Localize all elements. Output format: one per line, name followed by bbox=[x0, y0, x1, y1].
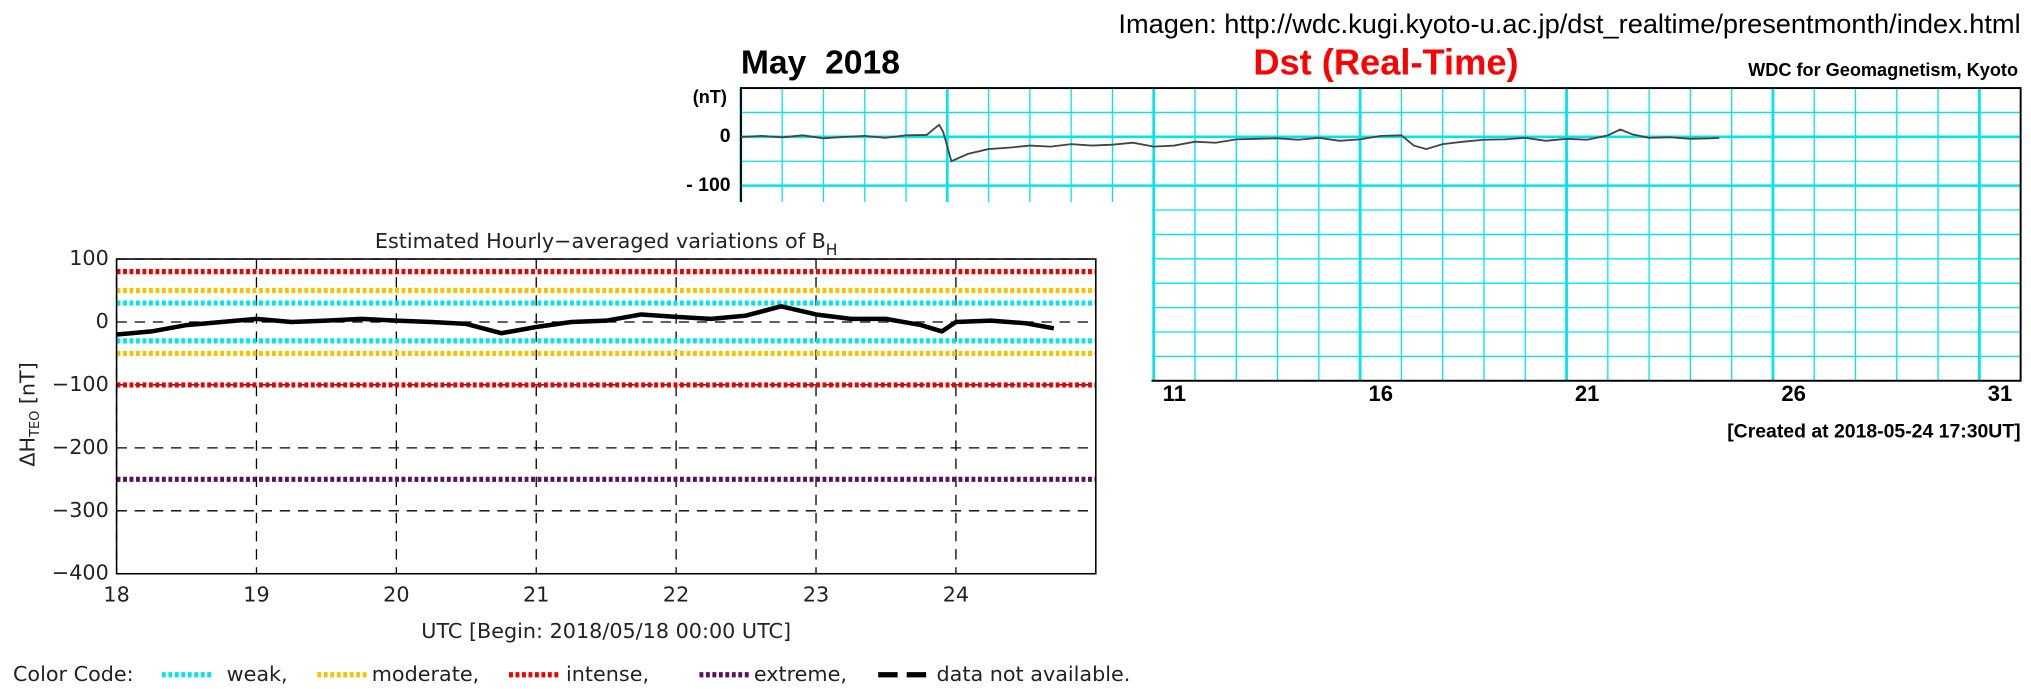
y-tick-label: 0 bbox=[96, 309, 109, 333]
legend-label: data not available. bbox=[936, 662, 1130, 686]
y-tick-label: −300 bbox=[52, 498, 109, 522]
x-tick-label: 22 bbox=[663, 583, 689, 607]
subtitle: WDC for Geomagnetism, Kyoto bbox=[1748, 60, 2018, 80]
legend-label: weak, bbox=[227, 662, 288, 686]
x-tick-label: 18 bbox=[103, 583, 129, 607]
ylabel: ΔH bbox=[15, 437, 39, 467]
y-axis-label: ΔHTEO [nT] bbox=[15, 362, 42, 466]
title: Estimated Hourly−averaged variations of … bbox=[375, 229, 826, 253]
x-axis-label: UTC [Begin: 2018/05/18 00:00 UTC] bbox=[421, 619, 791, 643]
x-tick-label: 11 bbox=[1163, 381, 1186, 406]
month-title: May 2018 bbox=[741, 45, 900, 82]
legend-label: intense, bbox=[566, 662, 649, 686]
footnote: [Created at 2018-05-24 17:30UT] bbox=[1727, 421, 2020, 443]
x-tick-label: 24 bbox=[943, 583, 969, 607]
legend-label: moderate, bbox=[372, 662, 479, 686]
y-tick-label: −100 bbox=[52, 372, 109, 396]
x-tick-label: 20 bbox=[383, 583, 409, 607]
variation-line bbox=[116, 304, 1055, 337]
plot-frame bbox=[115, 258, 1097, 575]
y-tick-label: −200 bbox=[52, 435, 109, 459]
y-tick-label: −400 bbox=[52, 561, 109, 585]
y-axis-label: (nT) bbox=[693, 87, 727, 107]
chart-title: Estimated Hourly−averaged variations of … bbox=[375, 229, 838, 258]
x-tick-label: 23 bbox=[803, 583, 829, 607]
y-tick-label: - 100 bbox=[686, 174, 730, 196]
legend-label: extreme, bbox=[754, 662, 847, 686]
title-subscript: H bbox=[826, 240, 838, 258]
y-tick-label: 0 bbox=[720, 125, 731, 147]
caption: Imagen: http://wdc.kugi.kyoto-u.ac.jp/ds… bbox=[1118, 8, 2020, 39]
legend-title: Color Code: bbox=[13, 662, 134, 686]
x-tick-label: 31 bbox=[1988, 381, 2012, 406]
x-tick-label: 21 bbox=[523, 583, 549, 607]
y-tick-label: 100 bbox=[69, 246, 109, 270]
x-tick-label: 21 bbox=[1575, 381, 1599, 406]
dst-line bbox=[740, 123, 1720, 163]
ylabel-unit: [nT] bbox=[15, 362, 39, 404]
x-tick-label: 26 bbox=[1781, 381, 1805, 406]
x-tick-label: 16 bbox=[1369, 381, 1393, 406]
x-tick-label: 19 bbox=[243, 583, 269, 607]
cover bbox=[0, 202, 1152, 689]
chart-title: Dst (Real-Time) bbox=[1253, 41, 1518, 82]
ylabel-subscript: TEO bbox=[27, 411, 42, 438]
